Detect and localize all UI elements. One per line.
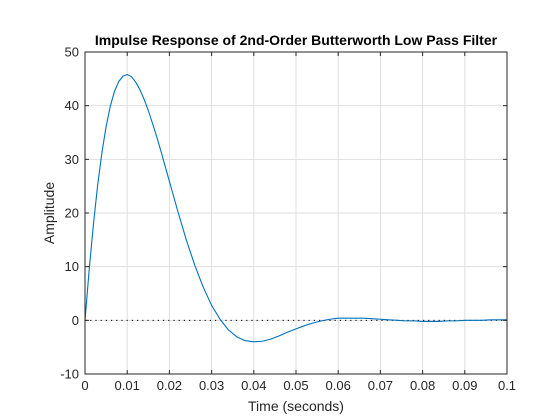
x-tick-labels: 0 0.01 0.02 0.03 0.04 0.05 0.06 0.07 0.08 0.09 0.1: [81, 378, 516, 393]
x-tick-label: 0.02: [157, 378, 182, 393]
x-tick-label: 0.04: [241, 378, 266, 393]
x-tick-label: 0: [81, 378, 88, 393]
x-tick-label: 0.09: [452, 378, 477, 393]
x-tick-label: 0.03: [199, 378, 224, 393]
x-tick-label: 0.05: [283, 378, 308, 393]
x-tick-label: 0.07: [368, 378, 393, 393]
y-tick-labels: -10 0 10 20 30 40 50: [60, 45, 79, 382]
x-tick-label: 0.06: [326, 378, 351, 393]
x-tick-label: 0.01: [115, 378, 140, 393]
series-layer: [84, 73, 508, 343]
y-axis-label: Amplitude: [41, 182, 57, 244]
y-tick-label: 20: [65, 206, 79, 221]
y-tick-label: -10: [60, 367, 79, 382]
impulse-response-line: [84, 73, 508, 343]
y-tick-label: 50: [65, 45, 79, 60]
y-tick-label: 40: [65, 98, 79, 113]
y-tick-label: 10: [65, 259, 79, 274]
y-tick-label: 30: [65, 152, 79, 167]
chart-title: Impulse Response of 2nd-Order Butterwort…: [95, 32, 498, 48]
x-tick-label: 0.1: [498, 378, 516, 393]
x-tick-label: 0.08: [410, 378, 435, 393]
y-tick-label: 0: [72, 313, 79, 328]
x-axis-label: Time (seconds): [248, 398, 344, 414]
axis-ticks: [84, 51, 508, 375]
